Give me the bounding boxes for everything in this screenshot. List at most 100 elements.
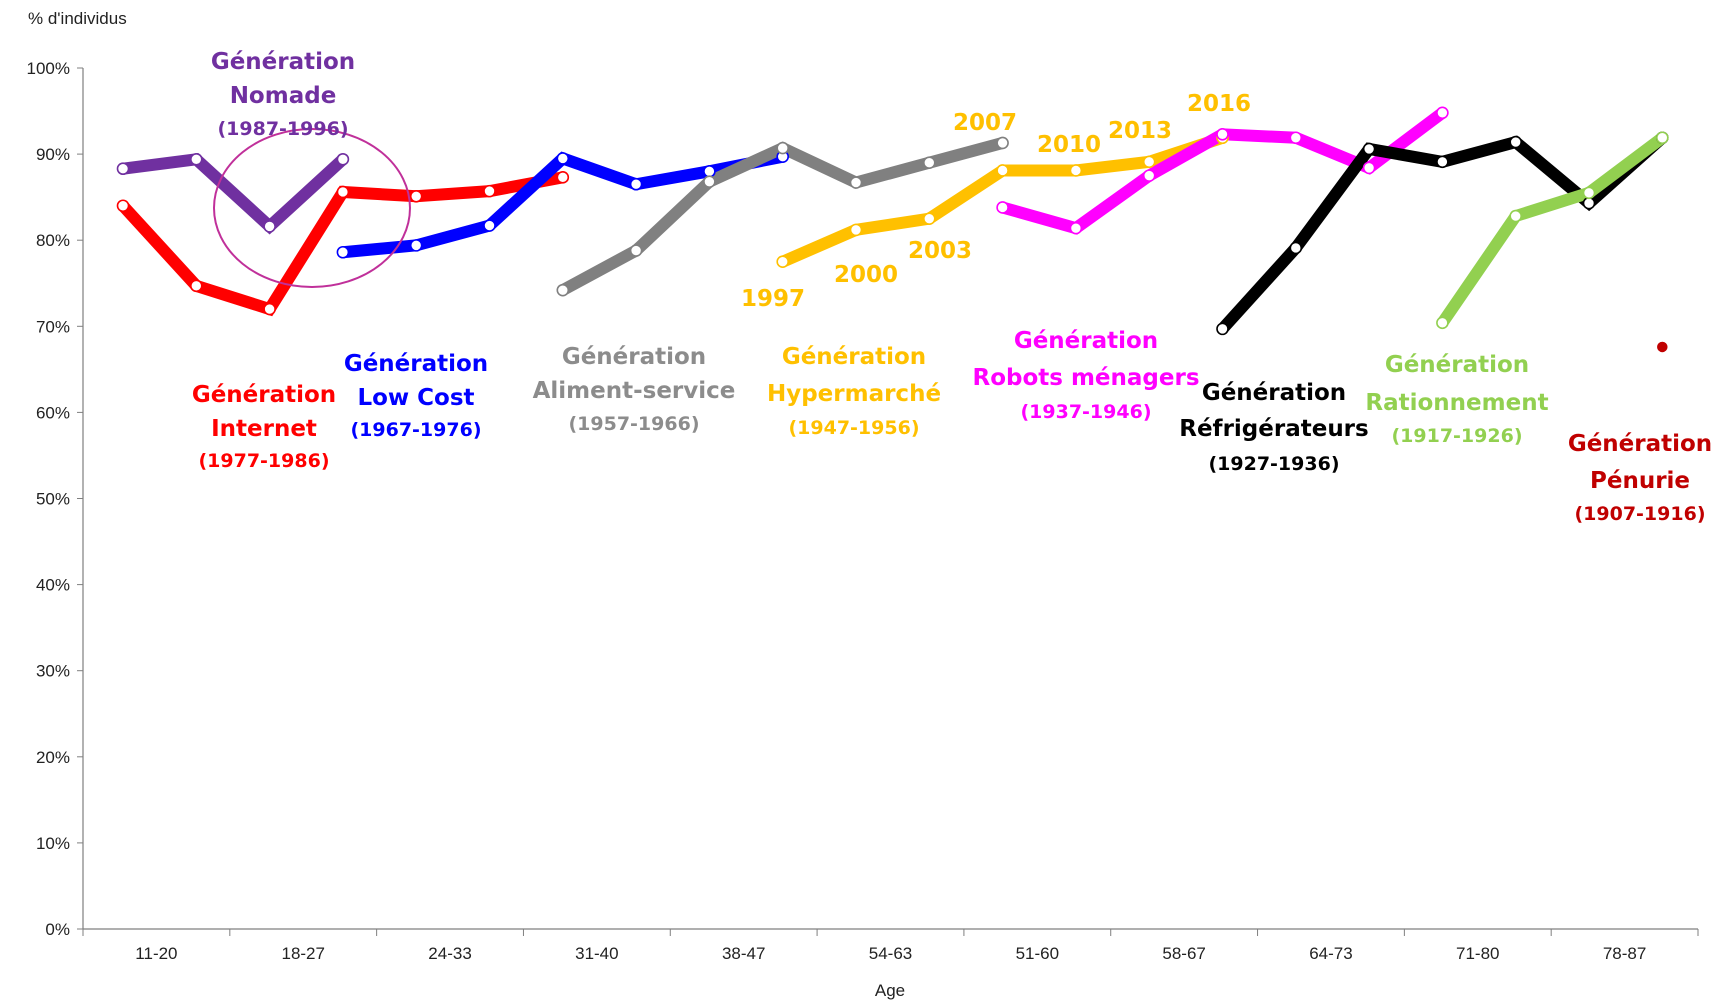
data-point — [1436, 155, 1449, 169]
data-point — [1582, 196, 1596, 210]
penurie-name-1: Génération — [1568, 431, 1712, 457]
y-tick-label: 60% — [36, 403, 70, 422]
data-point — [336, 152, 350, 166]
data-point — [776, 141, 790, 155]
refrig-name-2: Réfrigérateurs — [1179, 416, 1368, 442]
year-label-2010: 2010 — [1037, 132, 1101, 158]
data-point — [409, 189, 423, 203]
data-point — [1582, 186, 1596, 200]
series-line-2 — [342, 150, 784, 259]
internet-years: (1977-1986) — [198, 450, 329, 472]
ration-name-1: Génération — [1385, 352, 1529, 378]
data-point — [1142, 155, 1156, 169]
y-tick-label: 70% — [36, 317, 70, 336]
points-layer — [116, 106, 1670, 354]
y-tick-label: 40% — [36, 576, 70, 595]
data-point — [629, 177, 643, 191]
data-point — [336, 185, 350, 199]
data-point — [1142, 169, 1156, 182]
data-point — [1656, 131, 1669, 145]
data-point — [849, 176, 863, 189]
hyper-years: (1947-1956) — [788, 417, 919, 439]
y-tick-label: 90% — [36, 145, 70, 164]
data-point — [263, 220, 276, 233]
data-point — [190, 279, 203, 293]
internet-name-2: Internet — [211, 416, 317, 442]
nomade-years: (1987-1996) — [217, 118, 348, 140]
nomade-name-2: Nomade — [230, 83, 337, 109]
series-line-0 — [122, 152, 347, 235]
series-line-7 — [1437, 132, 1666, 327]
y-axis-title: % d'individus — [28, 9, 127, 28]
data-point — [1436, 316, 1449, 330]
data-point — [483, 219, 496, 232]
lowcost-years: (1967-1976) — [350, 419, 481, 441]
x-tick-label: 31-40 — [575, 944, 618, 963]
highlight-circle — [213, 128, 411, 288]
penurie-years: (1907-1916) — [1574, 503, 1705, 525]
x-tick-label: 18-27 — [281, 944, 324, 963]
x-tick-label: 38-47 — [722, 944, 765, 963]
y-tick-label: 80% — [36, 231, 70, 250]
data-point — [996, 164, 1009, 177]
lowcost-name-1: Génération — [344, 351, 488, 377]
data-point — [922, 156, 936, 170]
x-tick-label: 71-80 — [1456, 944, 1499, 963]
year-label-2013: 2013 — [1108, 118, 1172, 144]
robots-name-1: Génération — [1014, 328, 1158, 354]
data-point — [556, 171, 570, 184]
y-tick-label: 20% — [36, 748, 70, 767]
data-point — [116, 162, 130, 176]
data-point — [263, 302, 276, 316]
aliment-name-1: Génération — [562, 344, 706, 370]
y-tick-label: 10% — [36, 834, 70, 853]
data-point — [1509, 209, 1522, 223]
data-point — [703, 165, 716, 178]
robots-name-2: Robots ménagers — [972, 365, 1199, 391]
data-point — [1069, 221, 1083, 235]
robots-years: (1937-1946) — [1020, 401, 1151, 423]
year-label-1997: 1997 — [741, 286, 805, 312]
data-point — [1362, 142, 1376, 156]
y-tick-label: 100% — [27, 59, 70, 78]
ration-years: (1917-1926) — [1391, 425, 1522, 447]
data-point — [1289, 241, 1303, 255]
aliment-name-2: Aliment-service — [533, 378, 736, 404]
hyper-name-2: Hypermarché — [767, 381, 941, 407]
x-tick-label: 78-87 — [1603, 944, 1646, 963]
axes: 0% 10% 20% 30% 40% 50% 60% 70% 80% 90% 100% 11-20 18… — [27, 59, 1699, 963]
data-point — [629, 244, 643, 257]
data-point — [1509, 135, 1522, 149]
x-tick-label: 58-67 — [1162, 944, 1205, 963]
data-point — [336, 245, 350, 259]
ration-name-2: Rationnement — [1365, 390, 1548, 416]
data-point — [1655, 340, 1670, 354]
year-label-2003: 2003 — [908, 238, 972, 264]
year-label-2016: 2016 — [1187, 91, 1251, 117]
data-point — [483, 184, 496, 198]
series-layer — [118, 107, 1667, 333]
lowcost-name-2: Low Cost — [357, 385, 474, 411]
labels-layer: Génération Nomade (1987-1996) Génération… — [192, 49, 1712, 525]
data-point — [409, 239, 423, 252]
x-tick-label: 51-60 — [1016, 944, 1059, 963]
data-point — [849, 223, 863, 237]
x-tick-label: 54-63 — [869, 944, 912, 963]
data-point — [1216, 322, 1229, 336]
refrig-name-1: Génération — [1202, 380, 1346, 406]
refrig-years: (1927-1936) — [1208, 453, 1339, 475]
series-line-4 — [780, 132, 1225, 268]
x-tick-label: 11-20 — [135, 944, 177, 963]
data-point — [1216, 127, 1229, 141]
y-tick-label: 30% — [36, 662, 70, 681]
data-point — [1069, 164, 1083, 177]
year-label-2000: 2000 — [834, 262, 898, 288]
data-point — [996, 136, 1009, 150]
data-point — [1289, 131, 1303, 145]
data-point — [190, 152, 203, 166]
internet-name-1: Génération — [192, 382, 336, 408]
aliment-years: (1957-1966) — [568, 413, 699, 435]
data-point — [556, 283, 570, 297]
penurie-name-2: Pénurie — [1590, 468, 1690, 494]
